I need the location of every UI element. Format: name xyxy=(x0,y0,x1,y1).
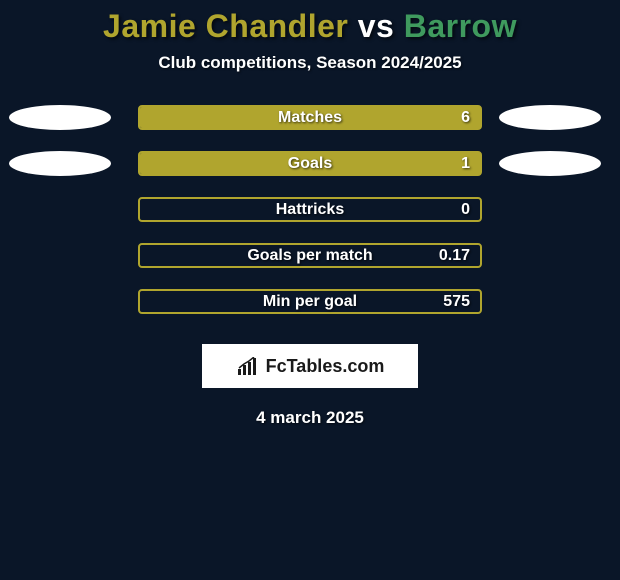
stat-row: Min per goal575 xyxy=(0,289,620,314)
stat-row: Goals per match0.17 xyxy=(0,243,620,268)
stat-bar-label: Goals per match xyxy=(140,247,480,265)
title-opponent: Barrow xyxy=(404,8,517,44)
stats-infographic: Jamie Chandler vs Barrow Club competitio… xyxy=(0,0,620,580)
side-oval-right xyxy=(499,105,601,130)
stat-bar-fill xyxy=(140,107,480,128)
stat-bar-value: 0.17 xyxy=(439,247,470,265)
stat-bar: Min per goal575 xyxy=(138,289,482,314)
side-oval-left xyxy=(9,105,111,130)
stat-bar: Goals per match0.17 xyxy=(138,243,482,268)
date-text: 4 march 2025 xyxy=(256,408,364,428)
stat-row: Goals1 xyxy=(0,151,620,176)
stat-bar-label: Min per goal xyxy=(140,293,480,311)
stat-bar: Hattricks0 xyxy=(138,197,482,222)
stat-row: Matches6 xyxy=(0,105,620,130)
stat-bar-value: 0 xyxy=(461,201,470,219)
stat-bar: Matches6 xyxy=(138,105,482,130)
brand-chart-icon xyxy=(236,357,262,375)
side-oval-right xyxy=(499,151,601,176)
stat-bar-value: 575 xyxy=(443,293,470,311)
stat-row: Hattricks0 xyxy=(0,197,620,222)
side-oval-left xyxy=(9,151,111,176)
brand-text: FcTables.com xyxy=(266,356,385,377)
title-player: Jamie Chandler xyxy=(103,8,348,44)
stat-bar-label: Hattricks xyxy=(140,201,480,219)
page-title: Jamie Chandler vs Barrow xyxy=(103,8,517,45)
stat-bar: Goals1 xyxy=(138,151,482,176)
stats-bars: Matches6Goals1Hattricks0Goals per match0… xyxy=(0,105,620,314)
title-vs: vs xyxy=(348,8,403,44)
stat-bar-fill xyxy=(140,153,480,174)
brand-box: FcTables.com xyxy=(202,344,418,388)
subtitle: Club competitions, Season 2024/2025 xyxy=(158,53,461,73)
